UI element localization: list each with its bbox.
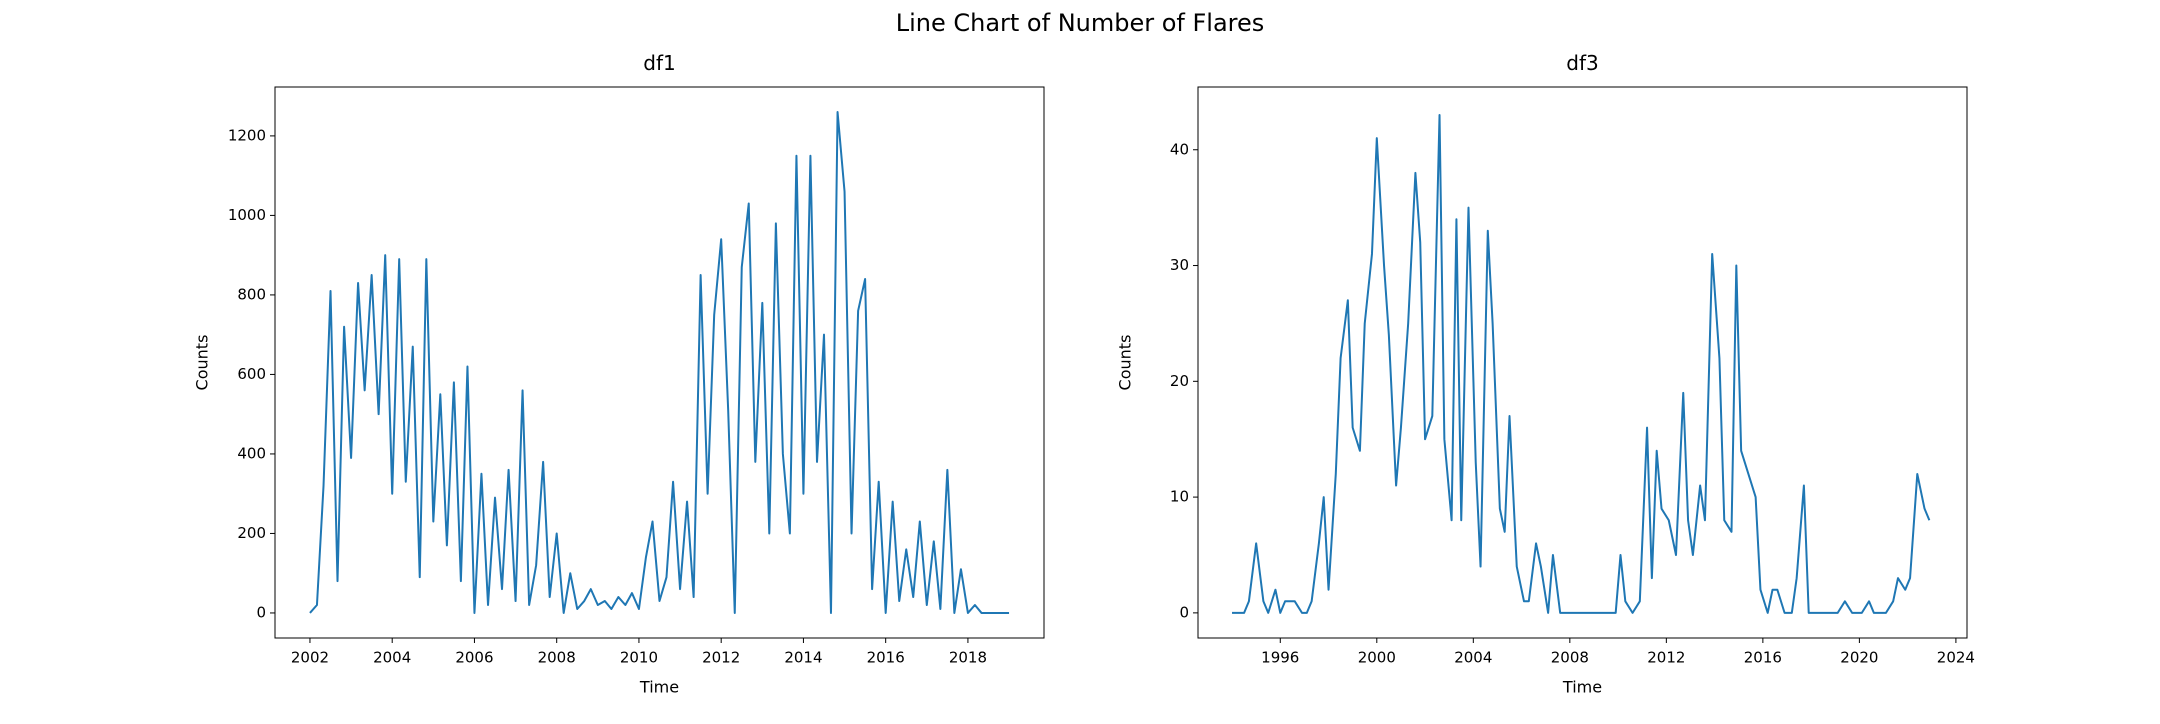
x-tick-label: 2000: [1358, 649, 1396, 667]
x-tick-label: 2008: [1551, 649, 1589, 667]
y-tick-label: 600: [237, 365, 266, 383]
y-tick-label: 1200: [228, 126, 266, 144]
x-tick-label: 2024: [1937, 649, 1975, 667]
y-tick-label: 200: [237, 524, 266, 542]
subplot-title: df3: [1566, 51, 1598, 75]
x-tick-label: 2008: [538, 649, 576, 667]
y-axis-label: Counts: [193, 335, 212, 391]
x-tick-label: 2018: [949, 649, 987, 667]
y-tick-label: 40: [1170, 140, 1189, 158]
y-tick-label: 30: [1170, 256, 1189, 274]
x-tick-label: 2020: [1840, 649, 1878, 667]
x-tick-label: 2016: [1744, 649, 1782, 667]
y-tick-label: 0: [1179, 603, 1189, 621]
x-tick-label: 2004: [373, 649, 411, 667]
y-tick-label: 0: [256, 603, 266, 621]
data-line: [309, 111, 1010, 614]
y-tick-label: 400: [237, 444, 266, 462]
x-tick-label: 1996: [1261, 649, 1299, 667]
figure-title: Line Chart of Number of Flares: [896, 9, 1265, 37]
plot-frame: [274, 86, 1045, 639]
y-tick-label: 800: [237, 285, 266, 303]
data-line: [1232, 114, 1931, 614]
x-tick-label: 2006: [455, 649, 493, 667]
x-tick-label: 2012: [702, 649, 740, 667]
y-tick-label: 20: [1170, 372, 1189, 390]
y-axis-label: Counts: [1116, 335, 1135, 391]
x-tick-label: 2012: [1647, 649, 1685, 667]
plot-frame: [1197, 86, 1968, 639]
x-tick-label: 2010: [620, 649, 658, 667]
x-tick-label: 2016: [867, 649, 905, 667]
x-tick-label: 2014: [784, 649, 822, 667]
x-axis-label: Time: [639, 678, 679, 697]
x-axis-label: Time: [1562, 678, 1602, 697]
y-tick-label: 1000: [228, 206, 266, 224]
y-tick-label: 10: [1170, 488, 1189, 506]
subplot-title: df1: [643, 51, 675, 75]
x-tick-label: 2004: [1454, 649, 1492, 667]
x-tick-label: 2002: [291, 649, 329, 667]
subplot: df1 Time Counts 2002 2004 2006 2008 2010 2012 201…: [193, 51, 1045, 697]
